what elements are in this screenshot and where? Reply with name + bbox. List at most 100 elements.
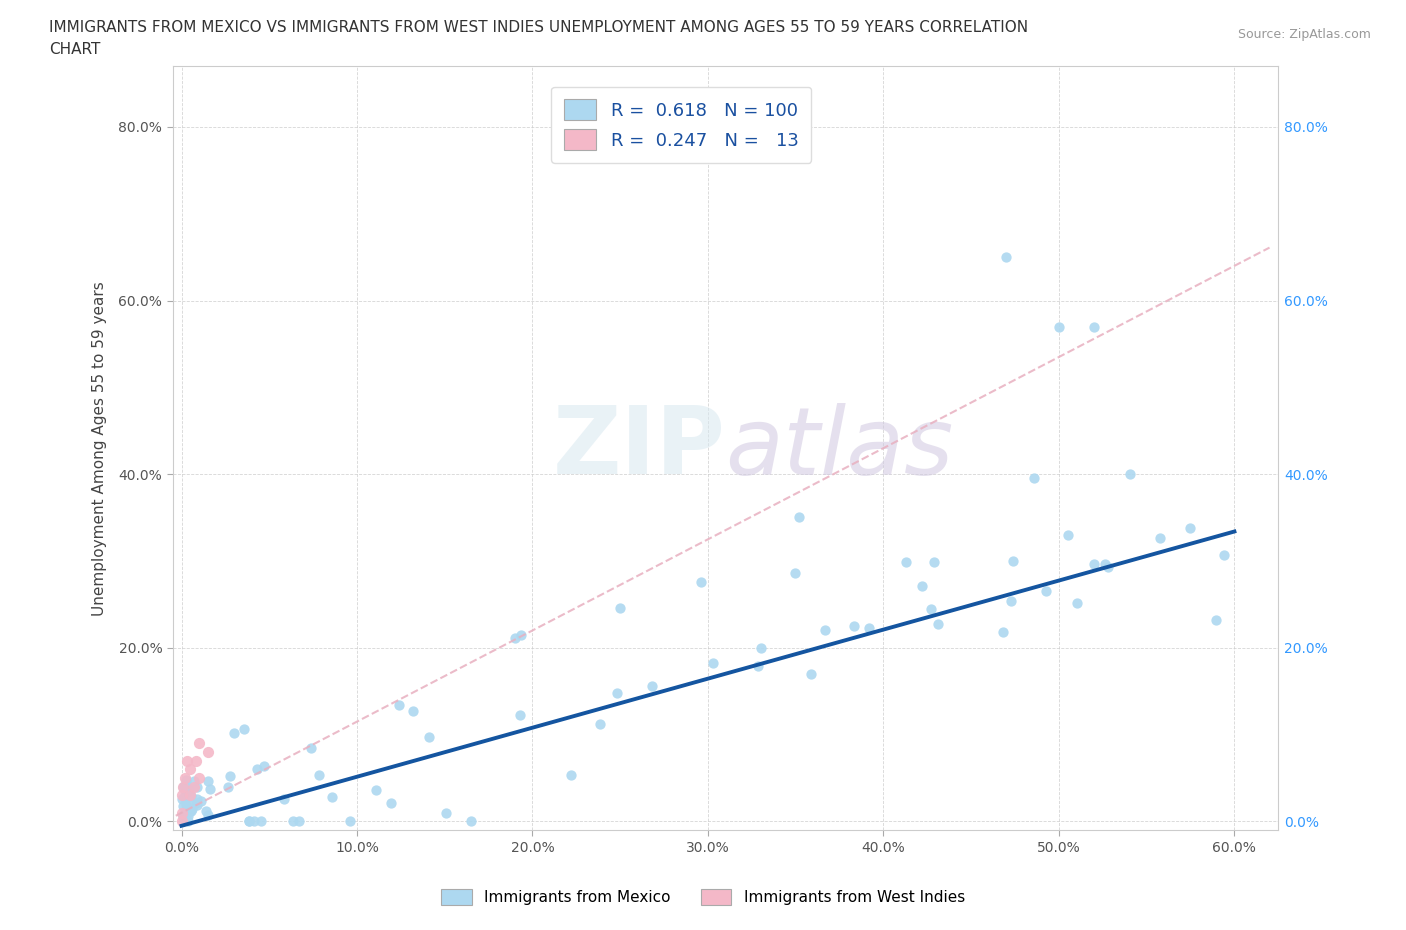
Point bbox=[243, 814, 266, 829]
Point bbox=[188, 736, 211, 751]
Point bbox=[380, 795, 402, 810]
Text: CHART: CHART bbox=[49, 42, 101, 57]
Point bbox=[197, 745, 219, 760]
Point bbox=[308, 767, 330, 782]
Point bbox=[190, 794, 212, 809]
Point bbox=[1083, 556, 1105, 571]
Point bbox=[170, 814, 193, 829]
Point bbox=[606, 685, 628, 700]
Point bbox=[173, 813, 195, 828]
Point bbox=[503, 631, 526, 645]
Point bbox=[509, 708, 531, 723]
Point bbox=[188, 771, 211, 786]
Point bbox=[1000, 594, 1022, 609]
Point bbox=[217, 780, 239, 795]
Point bbox=[1178, 521, 1201, 536]
Point bbox=[785, 565, 807, 580]
Legend: Immigrants from Mexico, Immigrants from West Indies: Immigrants from Mexico, Immigrants from … bbox=[434, 883, 972, 911]
Point bbox=[339, 814, 361, 829]
Point bbox=[800, 667, 823, 682]
Point bbox=[238, 814, 260, 829]
Point bbox=[460, 814, 482, 829]
Point bbox=[176, 785, 198, 800]
Legend: R =  0.618   N = 100, R =  0.247   N =   13: R = 0.618 N = 100, R = 0.247 N = 13 bbox=[551, 86, 811, 163]
Point bbox=[1022, 471, 1045, 485]
Point bbox=[179, 762, 201, 777]
Point bbox=[1057, 527, 1080, 542]
Point bbox=[177, 778, 200, 793]
Point bbox=[233, 722, 256, 737]
Point bbox=[219, 768, 242, 783]
Point bbox=[176, 804, 198, 819]
Point bbox=[858, 620, 880, 635]
Point bbox=[184, 753, 207, 768]
Text: IMMIGRANTS FROM MEXICO VS IMMIGRANTS FROM WEST INDIES UNEMPLOYMENT AMONG AGES 55: IMMIGRANTS FROM MEXICO VS IMMIGRANTS FRO… bbox=[49, 20, 1028, 35]
Point bbox=[560, 767, 582, 782]
Point bbox=[991, 624, 1014, 639]
Point bbox=[238, 814, 260, 829]
Point bbox=[176, 753, 198, 768]
Point bbox=[288, 814, 311, 829]
Text: Source: ZipAtlas.com: Source: ZipAtlas.com bbox=[1237, 28, 1371, 41]
Point bbox=[1035, 583, 1057, 598]
Point bbox=[173, 808, 195, 823]
Point bbox=[402, 704, 425, 719]
Point bbox=[173, 806, 195, 821]
Point bbox=[246, 762, 269, 777]
Point bbox=[195, 804, 218, 818]
Y-axis label: Unemployment Among Ages 55 to 59 years: Unemployment Among Ages 55 to 59 years bbox=[93, 281, 107, 616]
Point bbox=[250, 814, 273, 829]
Point bbox=[174, 797, 197, 812]
Point bbox=[180, 804, 202, 818]
Point bbox=[173, 807, 195, 822]
Point bbox=[995, 250, 1018, 265]
Point bbox=[1047, 319, 1070, 334]
Point bbox=[176, 786, 198, 801]
Point bbox=[434, 806, 457, 821]
Point bbox=[283, 814, 305, 829]
Point bbox=[920, 602, 942, 617]
Point bbox=[1119, 467, 1142, 482]
Point bbox=[273, 791, 295, 806]
Point bbox=[200, 782, 222, 797]
Point bbox=[174, 771, 197, 786]
Point bbox=[170, 788, 193, 803]
Point bbox=[179, 804, 201, 818]
Text: atlas: atlas bbox=[725, 403, 953, 494]
Point bbox=[641, 678, 664, 693]
Point bbox=[172, 799, 194, 814]
Point bbox=[1097, 560, 1119, 575]
Point bbox=[186, 791, 208, 806]
Point bbox=[173, 790, 195, 804]
Point bbox=[787, 510, 810, 525]
Point bbox=[1066, 596, 1088, 611]
Point bbox=[186, 780, 208, 795]
Point bbox=[172, 779, 194, 794]
Point bbox=[183, 779, 205, 794]
Point bbox=[180, 789, 202, 804]
Point bbox=[609, 600, 631, 615]
Point bbox=[418, 729, 440, 744]
Point bbox=[842, 618, 865, 633]
Text: ZIP: ZIP bbox=[553, 402, 725, 494]
Point bbox=[176, 797, 198, 812]
Point bbox=[173, 778, 195, 793]
Point bbox=[174, 784, 197, 799]
Point bbox=[224, 725, 246, 740]
Point bbox=[1205, 613, 1227, 628]
Point bbox=[172, 779, 194, 794]
Point bbox=[186, 795, 208, 810]
Point bbox=[170, 805, 193, 820]
Point bbox=[922, 554, 945, 569]
Point bbox=[388, 698, 411, 712]
Point bbox=[364, 782, 387, 797]
Point bbox=[177, 780, 200, 795]
Point bbox=[749, 641, 772, 656]
Point bbox=[911, 578, 934, 593]
Point bbox=[1094, 557, 1116, 572]
Point bbox=[510, 627, 533, 642]
Point bbox=[197, 807, 219, 822]
Point bbox=[177, 814, 200, 829]
Point bbox=[174, 773, 197, 788]
Point bbox=[1002, 554, 1025, 569]
